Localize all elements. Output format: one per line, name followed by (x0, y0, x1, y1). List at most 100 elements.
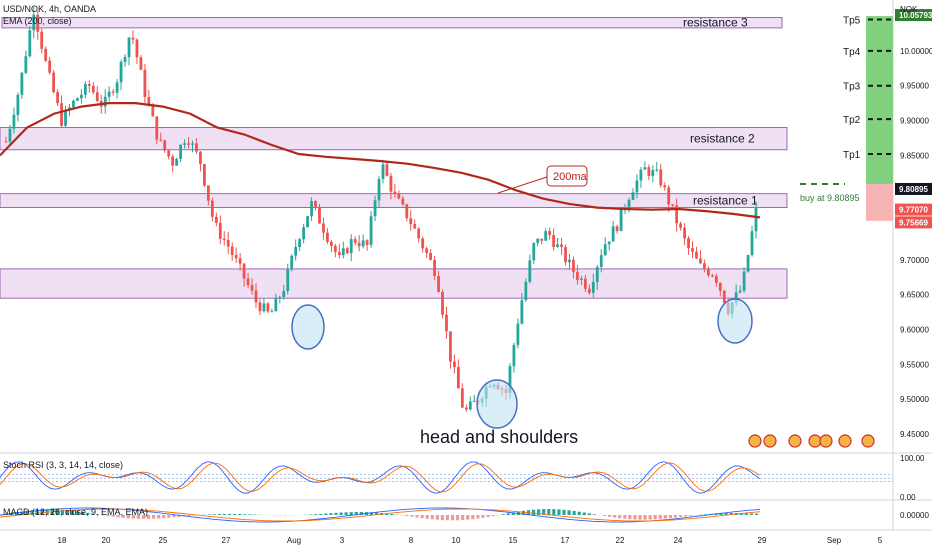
candle-body (24, 56, 28, 73)
economic-event-icon[interactable] (819, 434, 833, 448)
economic-event-icon[interactable] (808, 434, 822, 448)
price-tag-bg (895, 216, 932, 229)
candle-body (119, 61, 123, 83)
macd-histogram-bar (557, 509, 561, 515)
candle-body (746, 255, 750, 272)
candle-body (429, 253, 433, 260)
candle-body (258, 302, 262, 312)
candle-body (369, 216, 373, 245)
macd-legend[interactable]: MACD (12, 26, close, 9, EMA, EMA) (3, 507, 148, 517)
candle-body (218, 222, 222, 239)
candle-body (635, 180, 639, 193)
candle-body (599, 255, 603, 268)
candle-body (742, 271, 746, 291)
candle-body (560, 244, 563, 248)
candle-body (246, 278, 250, 286)
price-tick: 9.85000 (900, 151, 929, 160)
macd-histogram-bar (359, 512, 363, 515)
macd-histogram-bar (684, 515, 688, 517)
macd-histogram-bar (542, 509, 546, 515)
candle-body (139, 57, 143, 70)
macd-histogram-bar (131, 515, 135, 519)
macd-histogram-bar (172, 515, 176, 518)
candle-body (286, 268, 290, 292)
candle-body (8, 128, 12, 142)
macd-histogram-bar (567, 510, 571, 515)
candle-body (437, 276, 440, 292)
macd-histogram-bar (653, 515, 657, 520)
candle-body (155, 116, 159, 140)
economic-event-icon[interactable] (861, 434, 875, 448)
candle-body (143, 69, 147, 98)
macd-histogram-bar (157, 515, 161, 519)
time-tick: 29 (758, 536, 767, 545)
ma-callout-box (546, 165, 588, 187)
macd-histogram-bar (744, 513, 748, 515)
candle-body (679, 223, 683, 228)
macd-histogram-bar (222, 513, 227, 515)
candle-body (4, 141, 8, 143)
economic-event-icon[interactable] (748, 434, 762, 448)
candle-body (544, 231, 548, 241)
ema-200-line (0, 102, 761, 219)
candle-body (294, 246, 298, 256)
candle-body (95, 92, 99, 101)
candle-body (464, 407, 468, 410)
time-tick: 18 (58, 536, 67, 545)
zone-label-2: resistance 2 (690, 132, 755, 146)
tp-label-tp5: Tp5 (843, 16, 861, 27)
candle-body (667, 187, 671, 205)
candle-body (48, 60, 52, 73)
candle-body (631, 192, 635, 200)
economic-event-icon[interactable] (838, 434, 852, 448)
macd-histogram-bar (70, 510, 75, 515)
time-tick: 5 (878, 536, 883, 545)
candle-body (576, 271, 579, 280)
macd-histogram-bar (212, 514, 216, 515)
candle-body (183, 143, 186, 145)
price-tick: 9.45000 (900, 430, 929, 439)
candle-body (298, 239, 302, 247)
macd-histogram-bar (582, 512, 586, 515)
candle-body (699, 258, 702, 264)
candle-body (314, 201, 317, 208)
macd-histogram-bar (532, 509, 536, 515)
macd-histogram-bar (668, 515, 672, 519)
candle-body (151, 104, 155, 117)
macd-histogram-bar (405, 515, 409, 517)
macd-histogram-bar (55, 509, 59, 515)
candle-body (377, 179, 381, 201)
macd-histogram-bar (207, 514, 211, 515)
candle-body (413, 223, 417, 229)
candle-body (540, 238, 544, 241)
candle-body (306, 216, 309, 228)
stoch-legend[interactable]: Stoch RSI (3, 3, 14, 14, close) (3, 460, 123, 470)
candle-body (87, 83, 91, 86)
economic-events-row[interactable] (748, 434, 875, 448)
time-axis: 18 20 25 27 Aug 3 8 10 15 17 22 24 29 Sep 5 (58, 536, 883, 545)
macd-histogram-bar (445, 515, 450, 521)
stoch-tick-0: 0.00 (900, 493, 916, 502)
economic-event-icon[interactable] (788, 434, 802, 448)
macd-histogram-bar (20, 511, 24, 515)
macd-pane: 0.00000 (0, 507, 929, 523)
macd-histogram-bar (314, 514, 318, 515)
economic-event-icon[interactable] (763, 434, 777, 448)
candle-body (262, 303, 266, 312)
macd-histogram-bar (643, 515, 647, 520)
candle-body (683, 227, 686, 239)
candle-body (206, 185, 210, 201)
macd-histogram-bar (592, 514, 596, 515)
macd-histogram-bar (577, 511, 581, 515)
price-tick: 9.65000 (900, 291, 929, 300)
macd-histogram-bar (749, 513, 754, 515)
macd-histogram-bar (481, 515, 485, 518)
macd-histogram-bar (506, 513, 510, 515)
macd-histogram-bar (309, 514, 313, 515)
macd-histogram-bar (425, 515, 429, 519)
macd-signal-line (0, 508, 761, 522)
ema-legend[interactable]: EMA (200, close) (3, 16, 72, 26)
price-tag-label: 10.05793 (899, 11, 932, 20)
macd-histogram-bar (658, 515, 662, 520)
